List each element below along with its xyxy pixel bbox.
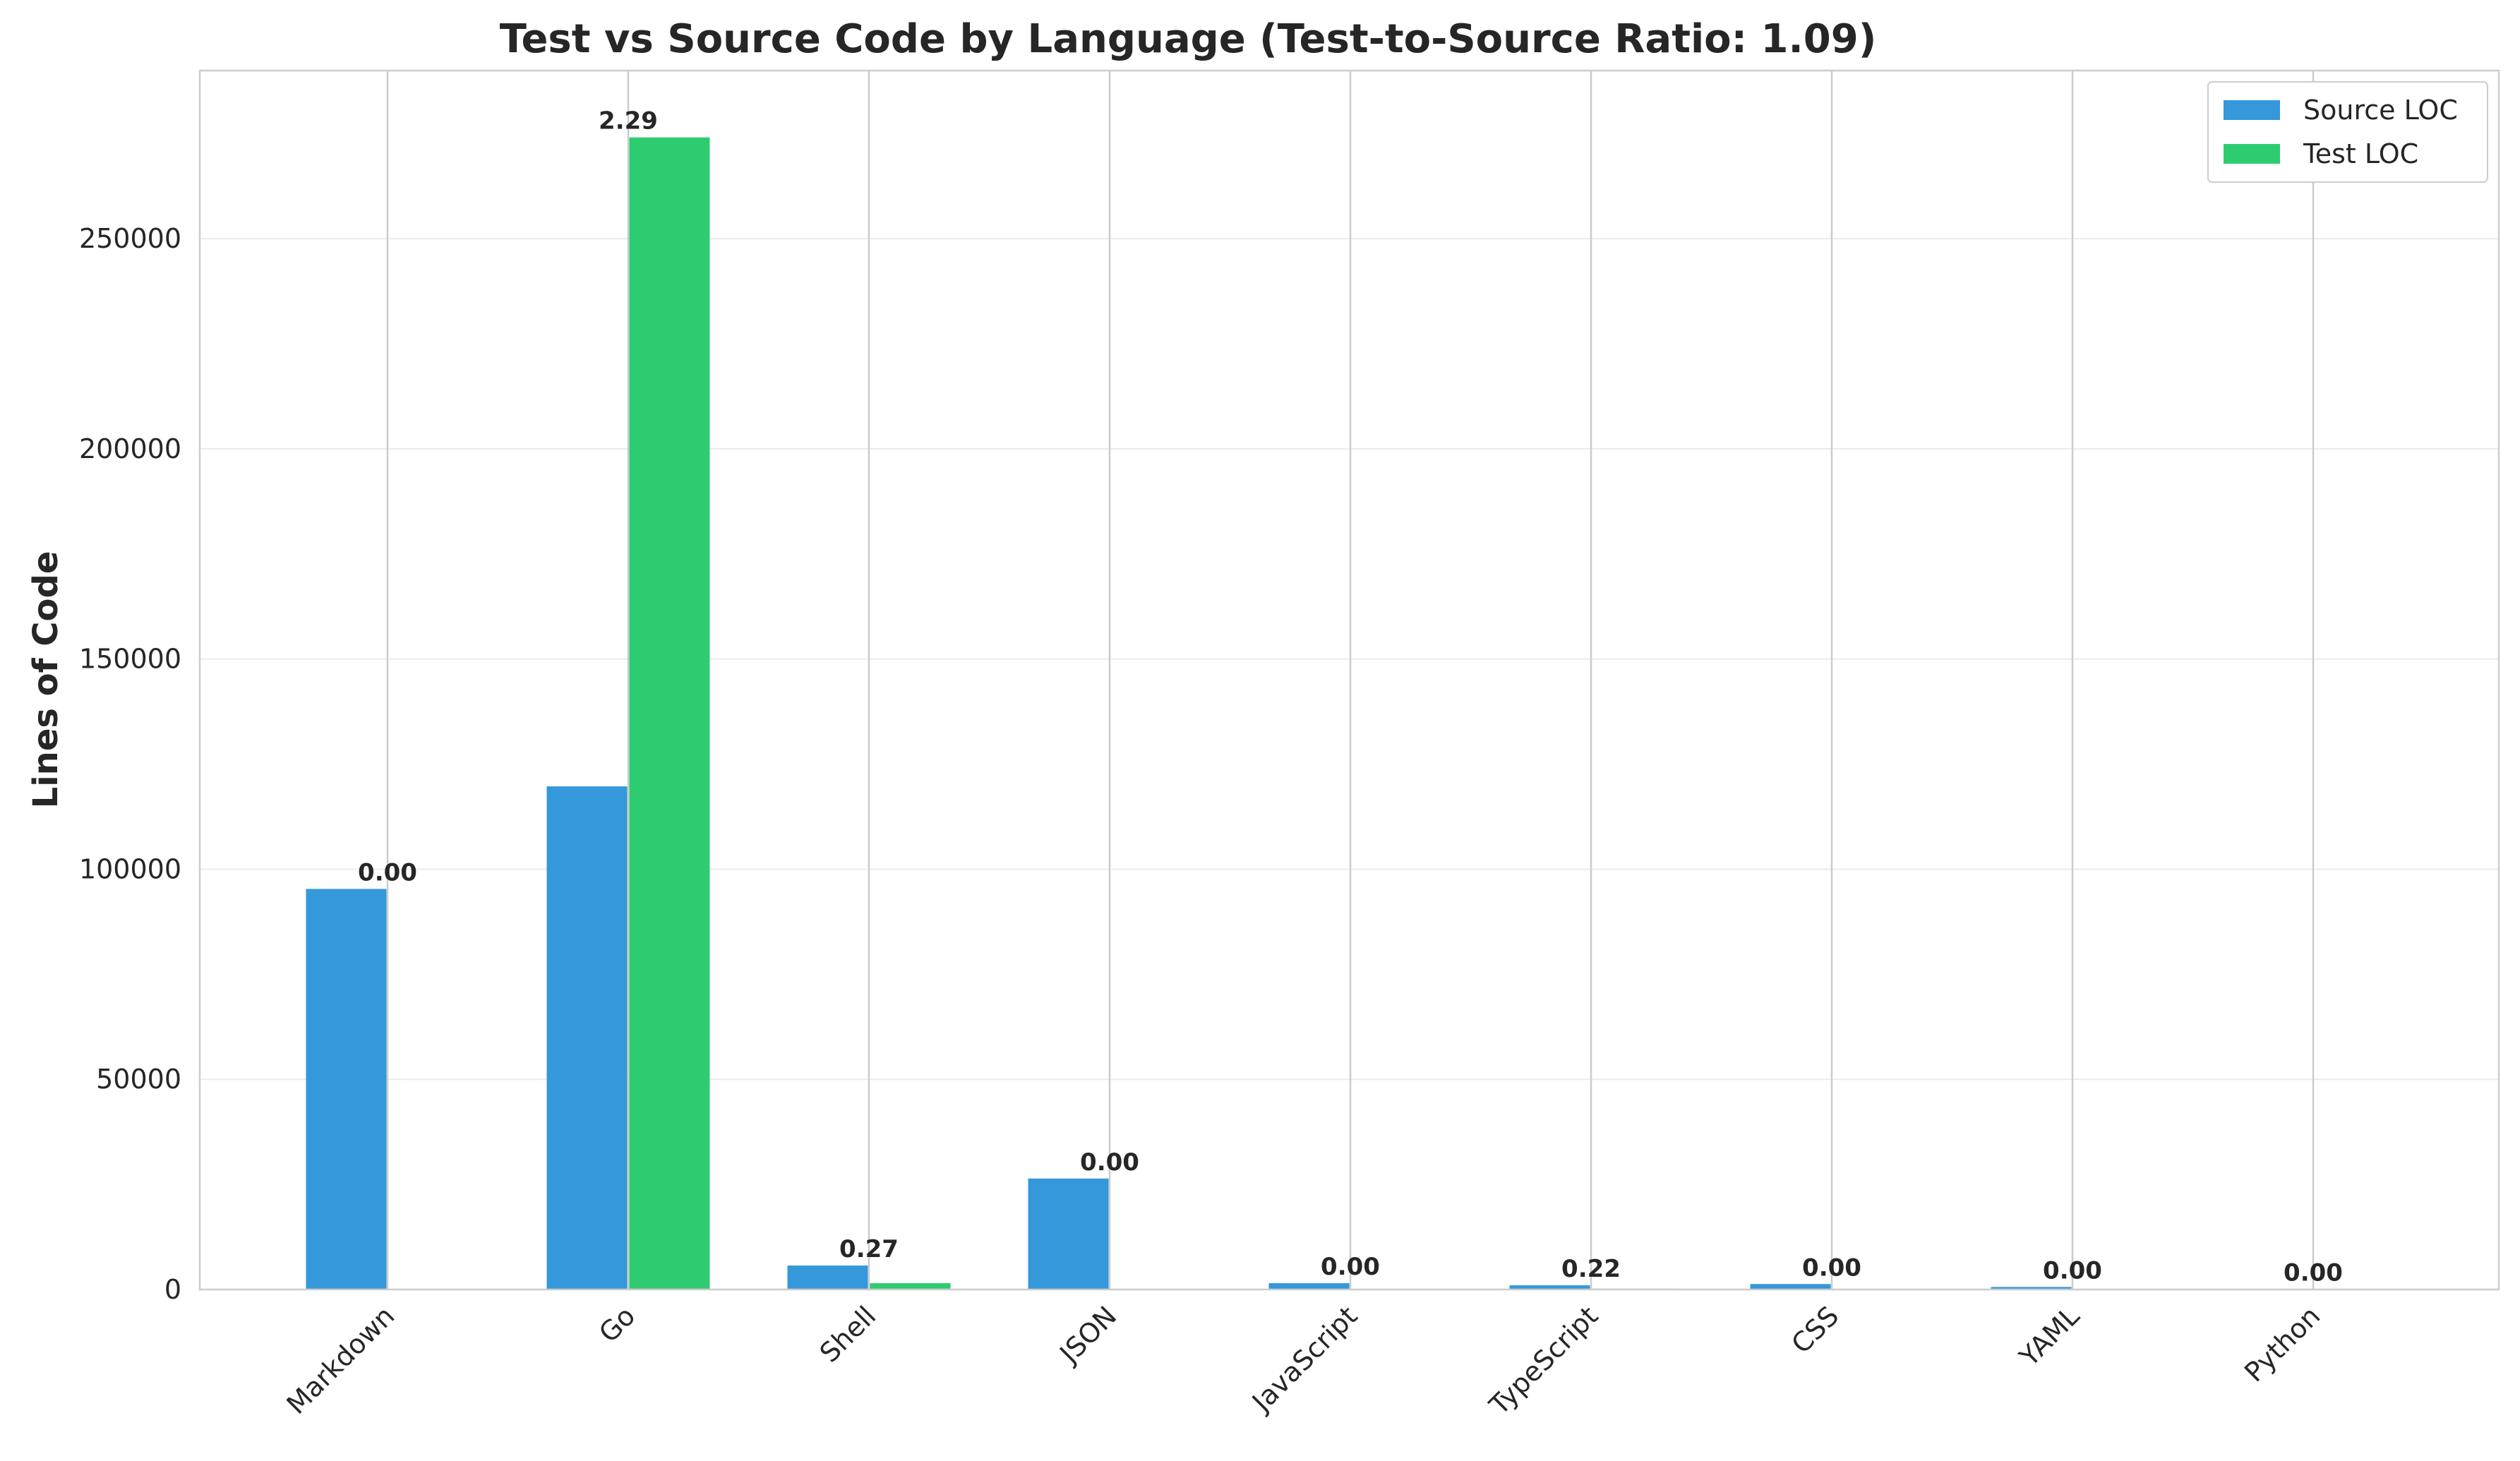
legend-swatch-source — [2224, 100, 2280, 120]
bar-source-javascript — [1268, 1283, 1350, 1289]
y-tick-label-5: 250000 — [79, 223, 181, 254]
ratio-label-typescript: 0.22 — [1561, 1255, 1621, 1283]
legend-swatch-test — [2224, 144, 2280, 164]
y-tick-label-2: 100000 — [79, 853, 181, 884]
bars — [306, 137, 2312, 1289]
legend-label-source: Source LOC — [2303, 95, 2458, 126]
bar-source-json — [1028, 1178, 1109, 1289]
ratio-label-shell: 0.27 — [839, 1235, 899, 1263]
y-tick-label-0: 0 — [164, 1274, 181, 1305]
legend-label-test: Test LOC — [2303, 138, 2418, 169]
ratio-label-python: 0.00 — [2284, 1258, 2343, 1287]
ratio-label-go: 2.29 — [599, 107, 658, 136]
bar-source-markdown — [306, 889, 387, 1289]
legend: Source LOC Test LOC — [2207, 81, 2488, 183]
bar-test-go — [629, 137, 710, 1289]
bar-value-labels: 0.00 2.29 0.27 0.00 0.00 0.22 0.00 0.00 0.00 — [358, 107, 2343, 1287]
bar-source-shell — [787, 1265, 868, 1289]
bar-source-yaml — [1991, 1287, 2072, 1289]
plot-frame — [198, 69, 2500, 1291]
y-axis-label: Lines of Code — [26, 551, 66, 809]
y-tick-labels: 0 50000 100000 150000 200000 250000 — [79, 223, 181, 1305]
bar-test-shell — [870, 1283, 951, 1289]
y-tick-label-3: 150000 — [79, 644, 181, 675]
ratio-label-css: 0.00 — [1802, 1253, 1861, 1282]
y-tick-label-1: 50000 — [96, 1064, 181, 1095]
ratio-label-markdown: 0.00 — [358, 858, 417, 886]
bar-source-go — [546, 786, 628, 1289]
bar-source-typescript — [1509, 1285, 1590, 1289]
bar-source-css — [1750, 1284, 1831, 1289]
ratio-label-javascript: 0.00 — [1321, 1253, 1380, 1281]
ratio-label-yaml: 0.00 — [2043, 1256, 2102, 1285]
ratio-label-json: 0.00 — [1080, 1148, 1139, 1177]
y-tick-label-4: 200000 — [79, 433, 181, 464]
chart-title: Test vs Source Code by Language (Test-to… — [500, 16, 1877, 62]
